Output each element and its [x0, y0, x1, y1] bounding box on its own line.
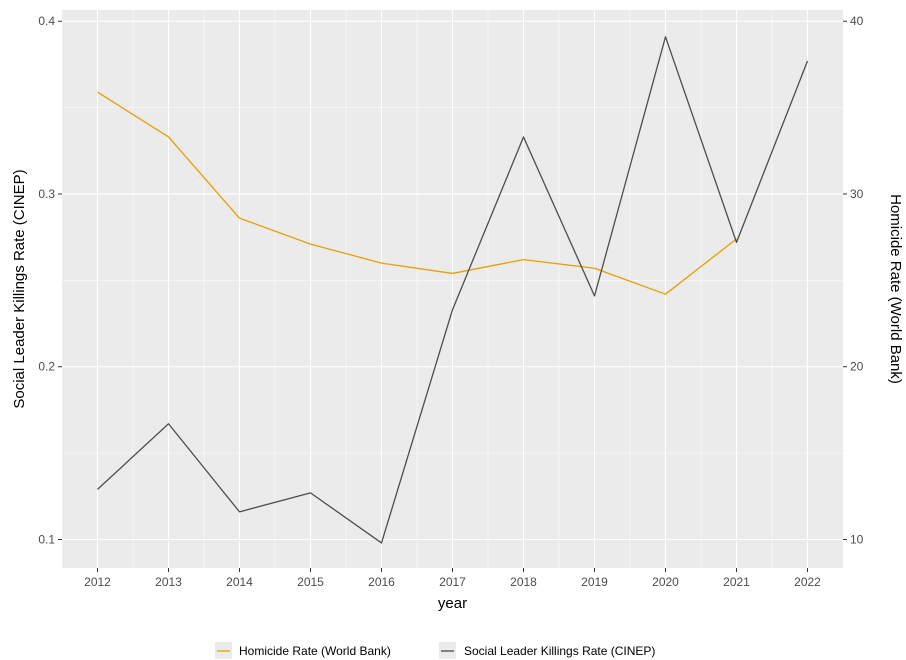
series-line-social-leader-killings-rate	[97, 36, 809, 544]
y-tick-label: 0.1	[38, 532, 55, 546]
x-tick-label: 2014	[226, 575, 253, 589]
x-tick-label: 2013	[155, 575, 182, 589]
y-tick-label: 0.4	[38, 14, 55, 28]
legend: Homicide Rate (World Bank) Social Leader …	[215, 642, 655, 659]
x-tick-label: 2020	[652, 575, 679, 589]
y2-tick-label: 10	[850, 532, 864, 546]
x-tick-label: 2021	[723, 575, 750, 589]
y2-tick-label: 30	[850, 187, 864, 201]
x-tick-label: 2015	[297, 575, 324, 589]
y-axis-title: Social Leader Killings Rate (CINEP)	[11, 169, 28, 408]
x-tick-label: 2022	[794, 575, 821, 589]
x-tick-label: 2017	[439, 575, 466, 589]
legend-label-homicide-rate: Homicide Rate (World Bank)	[239, 644, 391, 658]
x-tick-label: 2016	[368, 575, 395, 589]
y-tick-label: 0.3	[38, 187, 55, 201]
y2-axis-title: Homicide Rate (World Bank)	[887, 194, 904, 384]
x-axis-title: year	[438, 595, 467, 612]
x-tick-label: 2019	[581, 575, 608, 589]
x-tick-label: 2018	[510, 575, 537, 589]
y-tick-label: 0.2	[38, 360, 55, 374]
grid-major	[62, 10, 843, 568]
series-line-homicide-rate	[97, 91, 737, 295]
series-layer	[97, 36, 809, 544]
y2-tick-label: 20	[850, 360, 864, 374]
y-axis-right: 10 20 30 40	[843, 14, 864, 546]
x-axis: 2012 2013 2014 2015 2016 2017 2018 2019 2020 2021…	[84, 568, 821, 589]
y2-tick-label: 40	[850, 14, 864, 28]
y-axis-left: 0.1 0.2 0.3 0.4	[38, 14, 62, 546]
x-tick-label: 2012	[84, 575, 111, 589]
legend-label-social-leader-killings-rate: Social Leader Killings Rate (CINEP)	[464, 644, 655, 658]
